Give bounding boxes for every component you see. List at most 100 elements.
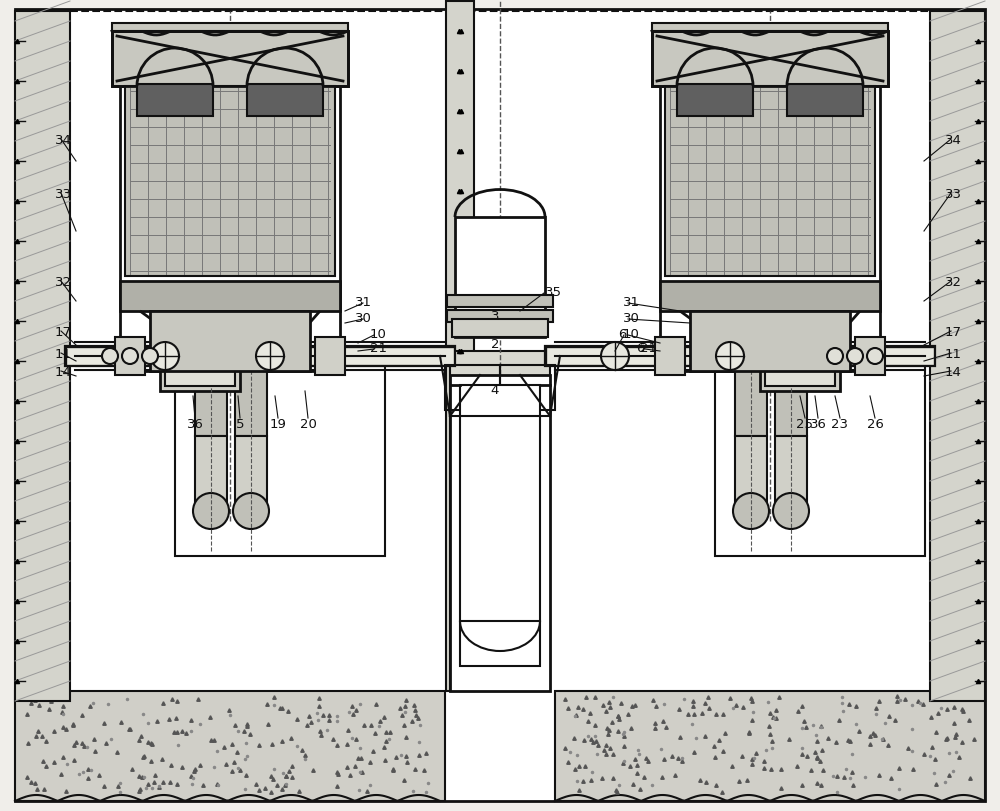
- Bar: [760, 322, 840, 392]
- Bar: [715, 357, 925, 556]
- Text: 26: 26: [867, 417, 883, 430]
- Bar: [452, 320, 548, 337]
- Text: 21: 21: [640, 341, 657, 354]
- Text: 3: 3: [491, 310, 499, 323]
- Bar: [690, 311, 850, 371]
- Bar: [665, 87, 875, 277]
- Bar: [112, 24, 348, 32]
- Bar: [455, 217, 545, 337]
- Bar: [765, 327, 835, 387]
- Text: 6: 6: [618, 327, 626, 340]
- Bar: [137, 85, 213, 117]
- Text: 14: 14: [55, 365, 72, 378]
- Bar: [500, 366, 555, 410]
- Circle shape: [193, 493, 229, 530]
- Bar: [15, 12, 70, 702]
- Bar: [677, 85, 753, 117]
- Circle shape: [733, 493, 769, 530]
- Bar: [446, 2, 474, 691]
- Text: 21: 21: [370, 341, 387, 354]
- Circle shape: [827, 349, 843, 365]
- Bar: [660, 32, 880, 371]
- Text: 30: 30: [623, 311, 640, 324]
- Text: 31: 31: [355, 295, 372, 308]
- Bar: [447, 296, 553, 307]
- Text: 32: 32: [945, 275, 962, 288]
- Text: 33: 33: [945, 187, 962, 200]
- Bar: [195, 367, 227, 436]
- Circle shape: [867, 349, 883, 365]
- Bar: [447, 311, 553, 323]
- Text: 17: 17: [945, 325, 962, 338]
- Circle shape: [102, 349, 118, 365]
- Bar: [120, 281, 340, 311]
- Text: 11: 11: [55, 347, 72, 360]
- Text: 36: 36: [810, 417, 826, 430]
- Bar: [555, 691, 985, 801]
- Bar: [660, 281, 880, 311]
- Bar: [450, 351, 550, 691]
- Bar: [775, 436, 807, 512]
- Text: 2: 2: [491, 337, 499, 350]
- Bar: [787, 85, 863, 117]
- Text: 36: 36: [187, 417, 203, 430]
- Bar: [652, 24, 888, 32]
- Bar: [655, 337, 685, 375]
- Bar: [652, 32, 888, 87]
- Text: 31: 31: [623, 295, 640, 308]
- Circle shape: [847, 349, 863, 365]
- Text: 30: 30: [355, 311, 372, 324]
- Bar: [232, 362, 270, 371]
- Text: 35: 35: [545, 285, 562, 298]
- Text: 34: 34: [55, 133, 72, 146]
- Bar: [247, 85, 323, 117]
- Bar: [235, 367, 267, 436]
- Text: 25: 25: [796, 417, 813, 430]
- Text: 4: 4: [491, 383, 499, 396]
- Bar: [195, 436, 227, 512]
- Text: 20: 20: [300, 417, 316, 430]
- Circle shape: [151, 342, 179, 371]
- Bar: [775, 367, 807, 436]
- Bar: [125, 87, 335, 277]
- Circle shape: [716, 342, 744, 371]
- Bar: [772, 362, 810, 371]
- Text: 6: 6: [636, 341, 644, 354]
- Bar: [735, 367, 767, 436]
- Bar: [652, 32, 888, 87]
- Bar: [112, 32, 348, 87]
- Bar: [735, 436, 767, 512]
- Text: 11: 11: [945, 347, 962, 360]
- Bar: [112, 32, 348, 87]
- Bar: [855, 337, 885, 375]
- Bar: [235, 436, 267, 512]
- Circle shape: [256, 342, 284, 371]
- Bar: [115, 337, 145, 375]
- Text: 34: 34: [945, 133, 962, 146]
- Text: 23: 23: [831, 417, 848, 430]
- Bar: [450, 375, 550, 691]
- Circle shape: [601, 342, 629, 371]
- Bar: [15, 691, 445, 801]
- Bar: [732, 362, 770, 371]
- Text: 32: 32: [55, 275, 72, 288]
- Circle shape: [122, 349, 138, 365]
- Bar: [150, 311, 310, 371]
- Text: 10: 10: [623, 327, 640, 340]
- Bar: [930, 12, 985, 702]
- Bar: [160, 322, 240, 392]
- Bar: [175, 357, 385, 556]
- Bar: [165, 327, 235, 387]
- Text: 5: 5: [236, 417, 244, 430]
- Text: 19: 19: [270, 417, 286, 430]
- Circle shape: [142, 349, 158, 365]
- Bar: [445, 366, 500, 410]
- Circle shape: [233, 493, 269, 530]
- Bar: [460, 385, 540, 666]
- Text: 33: 33: [55, 187, 72, 200]
- Bar: [315, 337, 345, 375]
- Text: 10: 10: [370, 327, 387, 340]
- Text: 14: 14: [945, 365, 962, 378]
- Circle shape: [773, 493, 809, 530]
- Bar: [192, 362, 230, 371]
